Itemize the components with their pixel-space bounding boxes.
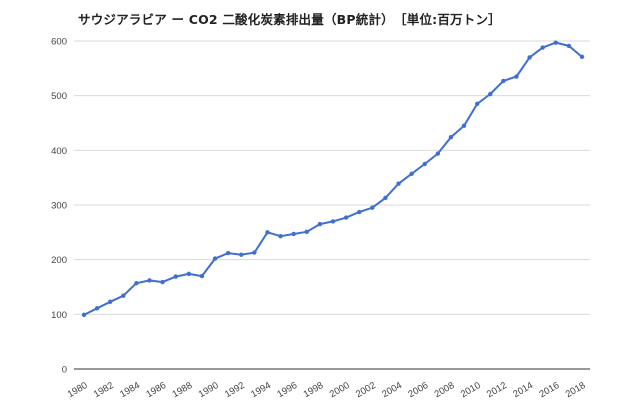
data-point (461, 123, 467, 128)
series-line-layer (83, 41, 583, 316)
data-point (330, 219, 336, 224)
data-point (212, 256, 218, 261)
y-tick-label: 100 (51, 310, 67, 321)
x-tick-label: 2002 (354, 380, 378, 400)
data-point (239, 252, 244, 257)
data-point (501, 78, 506, 84)
y-tick-label: 500 (51, 91, 67, 102)
x-tick-label: 1982 (92, 380, 116, 400)
y-axis-ticks: 0 100 200 300 400 500 600 (51, 37, 67, 376)
x-tick-label: 1990 (197, 380, 221, 400)
x-tick-label: 2016 (537, 380, 561, 400)
data-point (225, 250, 231, 256)
data-point (108, 299, 113, 304)
data-point (370, 205, 375, 210)
data-point (160, 279, 165, 285)
x-tick-label: 2004 (380, 380, 404, 400)
x-tick-label: 2008 (433, 380, 457, 400)
data-point (488, 91, 493, 97)
data-point (435, 151, 441, 156)
data-points (81, 40, 585, 318)
x-tick-label: 2014 (511, 380, 535, 400)
data-point (186, 271, 192, 277)
x-tick-label: 1980 (66, 380, 90, 400)
data-point (422, 161, 427, 167)
data-point (566, 43, 572, 49)
x-tick-label: 2012 (485, 380, 509, 400)
chart-title: サウジアラビア ー CO2 二酸化炭素排出量（BP統計） ［単位:百万トン］ (78, 12, 501, 27)
x-axis-ticks: 1980 1982 1984 1986 1988 1990 1992 1994 1996 1998… (66, 380, 588, 400)
gridlines (74, 40, 590, 370)
data-point (540, 45, 545, 50)
x-tick-label: 1998 (302, 380, 326, 400)
data-point (265, 230, 270, 235)
data-point (514, 74, 519, 79)
x-tick-label: 2000 (328, 380, 352, 400)
y-tick-label: 0 (62, 365, 67, 376)
data-point (173, 274, 178, 279)
x-tick-label: 2018 (564, 380, 588, 400)
data-point (134, 280, 139, 286)
x-tick-label: 1984 (118, 380, 142, 400)
data-point (147, 278, 152, 283)
data-point (553, 40, 558, 45)
y-tick-label: 200 (51, 255, 67, 266)
x-tick-label: 1986 (144, 380, 168, 400)
y-tick-label: 600 (51, 37, 67, 48)
data-point (304, 229, 309, 234)
x-tick-label: 1992 (223, 380, 247, 400)
data-point (121, 293, 126, 298)
x-tick-label: 2010 (459, 380, 483, 400)
data-point (199, 273, 205, 279)
data-point (81, 312, 87, 318)
data-point (474, 101, 480, 107)
data-point (383, 195, 388, 201)
data-point (343, 215, 349, 220)
data-point (278, 233, 283, 239)
x-tick-label: 1994 (249, 380, 273, 400)
series-line (83, 41, 583, 316)
data-point (396, 181, 401, 186)
data-point (357, 209, 362, 215)
y-tick-label: 300 (51, 201, 67, 212)
data-point (409, 171, 414, 177)
x-tick-label: 1996 (275, 380, 299, 400)
data-point (291, 231, 296, 237)
y-tick-label: 400 (51, 146, 67, 157)
x-tick-label: 1988 (171, 380, 195, 400)
data-point (94, 306, 100, 311)
x-tick-label: 2006 (406, 380, 430, 400)
data-point (448, 135, 454, 140)
data-point (527, 55, 532, 60)
data-point (252, 250, 257, 255)
data-point (317, 221, 323, 227)
data-point (579, 54, 585, 60)
